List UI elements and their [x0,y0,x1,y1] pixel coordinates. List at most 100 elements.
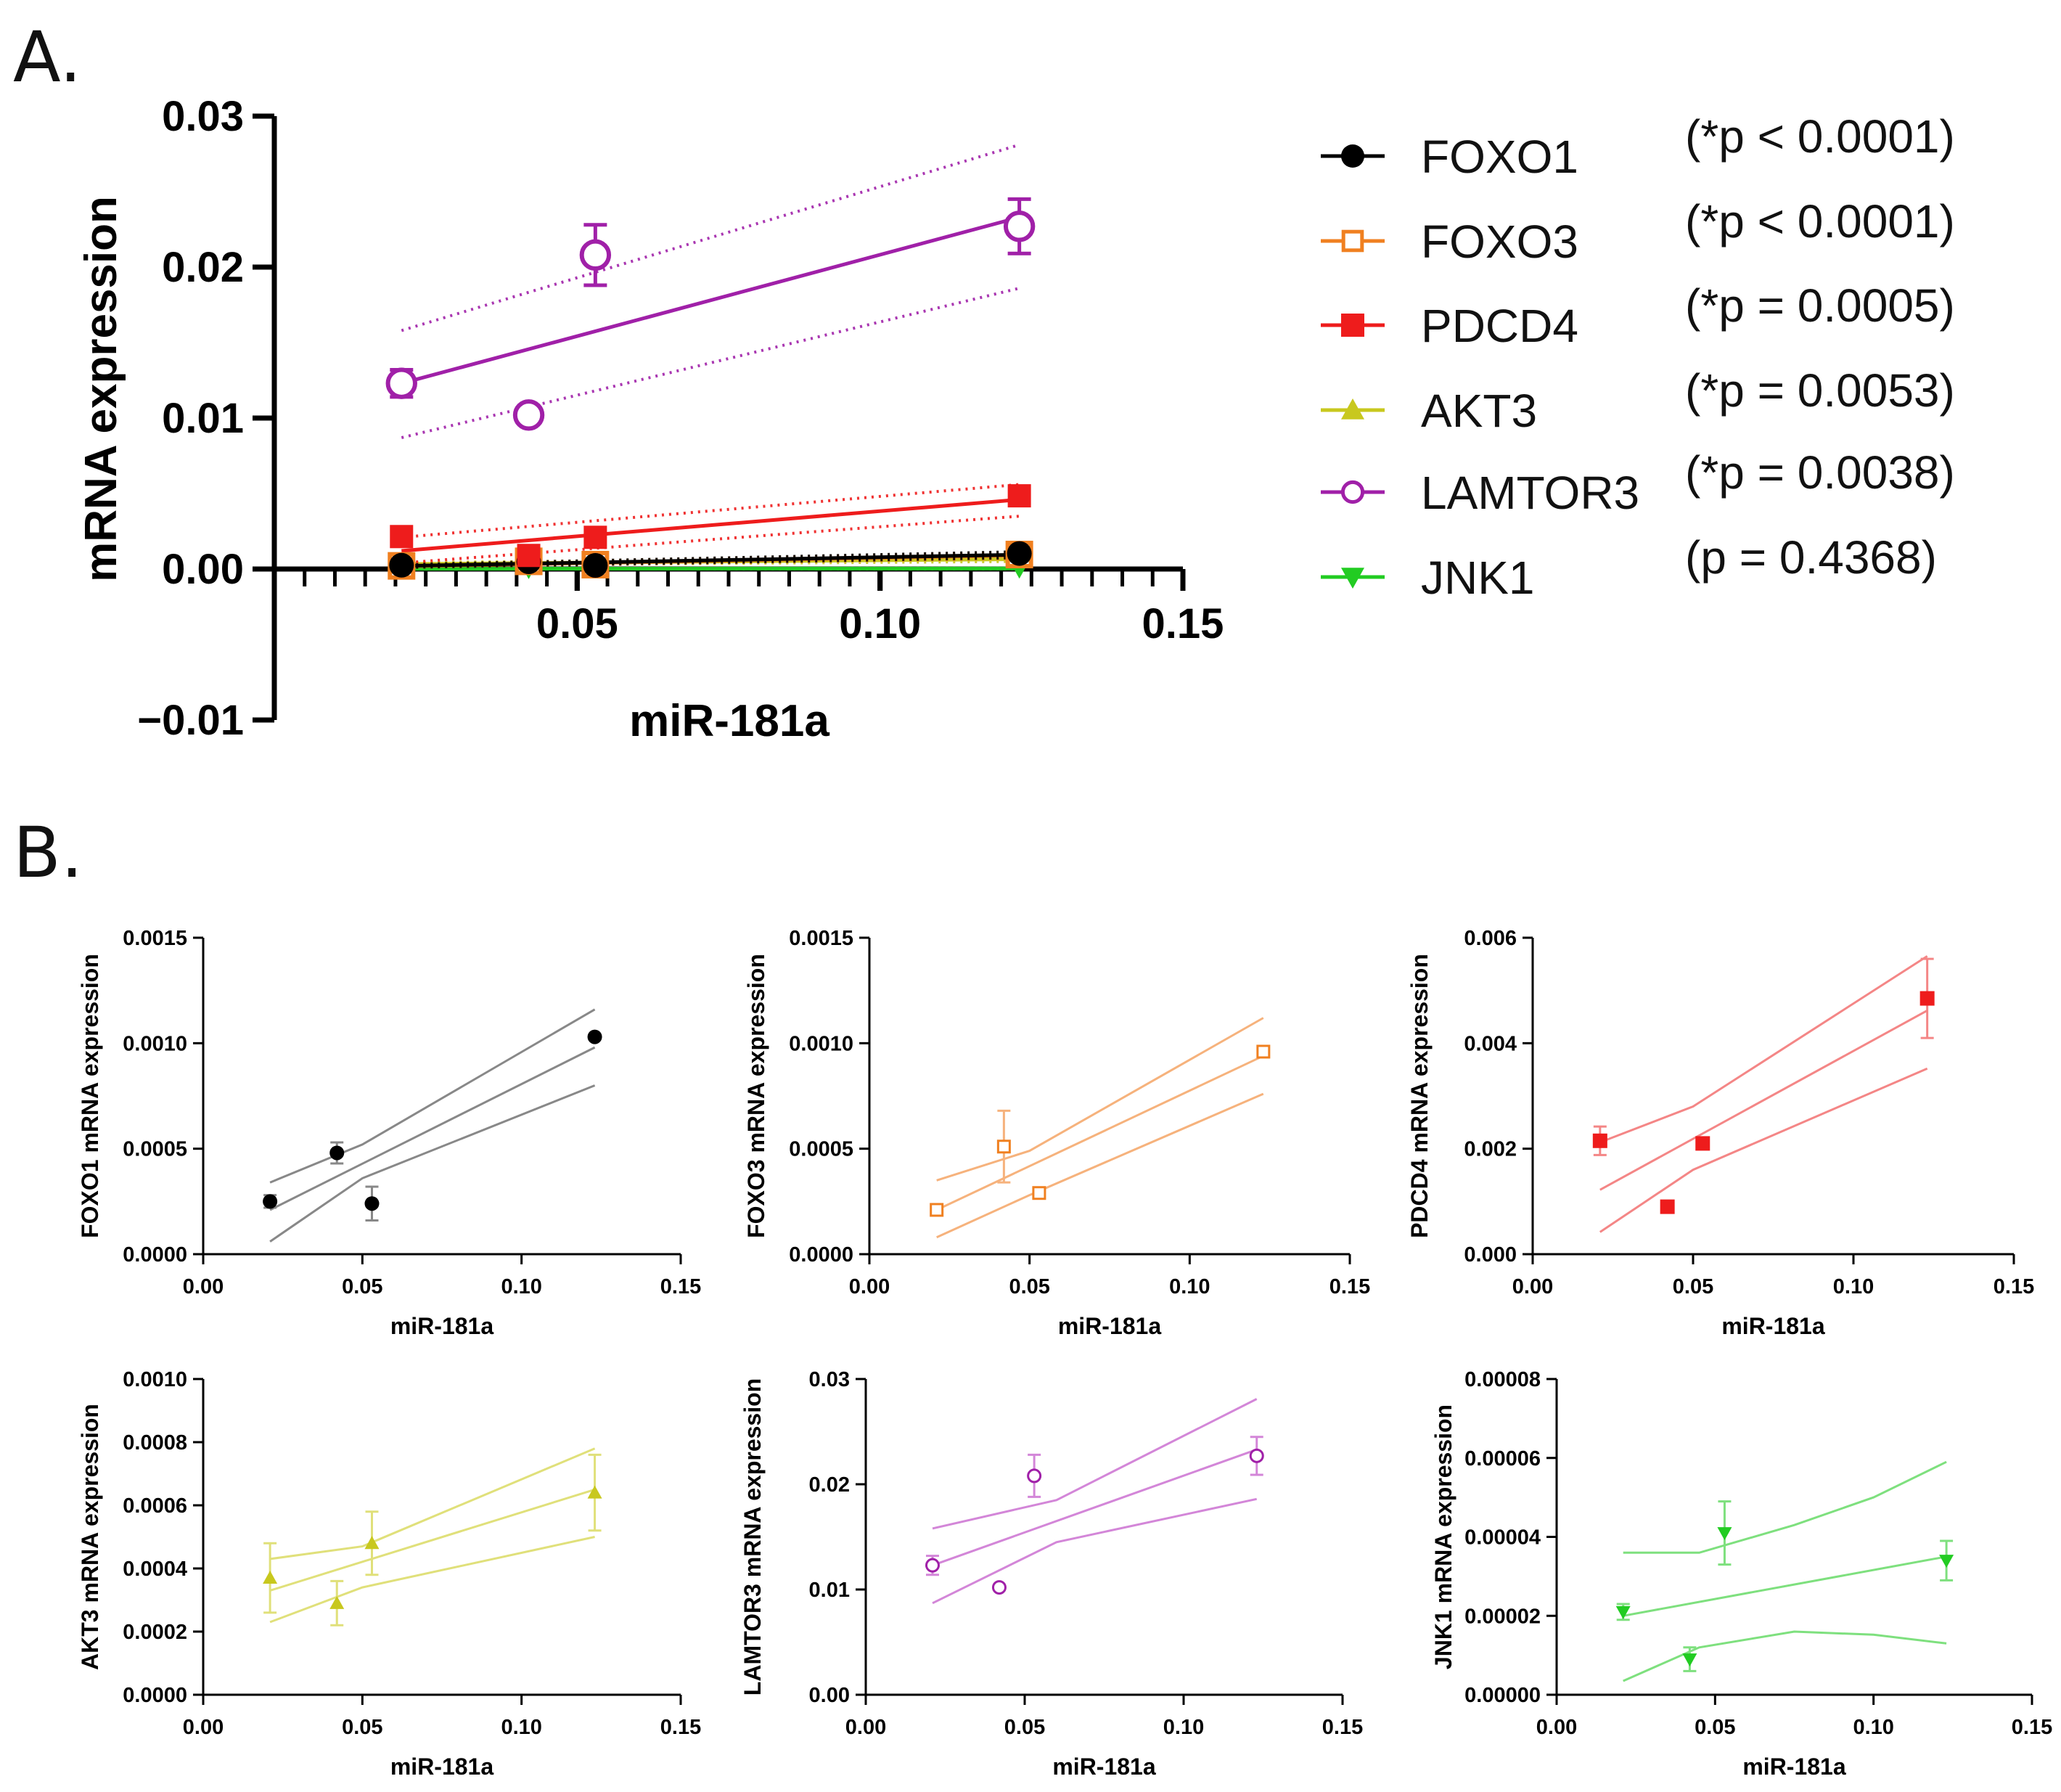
legend-stat: (*p < 0.0001) [1685,195,1955,247]
data-point [1592,1133,1607,1148]
legend-label: FOXO3 [1421,216,1578,268]
y-tick-label: 0.0015 [789,927,853,950]
y-tick-label: 0.01 [162,395,244,442]
data-point [263,1194,278,1209]
confidence-band-upper [936,1017,1264,1182]
y-tick-label: 0.02 [162,244,244,291]
data-point-lamtor3 [1003,210,1036,242]
chart-b5: 0.00 0.01 0.02 0.03 0.00 0.05 0.10 0.15 miR-181a… [739,1368,1363,1780]
chart-b1: 0.0000 0.0005 0.0010 0.0015 0.00 0.05 0.10 0.15… [77,927,701,1339]
x-tick-label: 0.00 [1536,1716,1577,1739]
x-tick-label: 0.05 [536,600,618,647]
legend-label: PDCD4 [1421,300,1578,352]
regression-line [269,1488,596,1592]
y-tick-label: 0.0015 [123,927,187,950]
data-point [1695,1136,1710,1151]
legend-marker [1340,480,1365,504]
x-tick-label: 0.15 [1322,1716,1363,1739]
y-tick-label: 0.00 [809,1684,850,1707]
data-point-lamtor3 [579,239,612,271]
y-axis-title: AKT3 mRNA expression [77,1404,103,1670]
legend-marker [1341,398,1364,420]
y-tick-label: 0.0010 [123,1032,187,1055]
x-tick-label: 0.15 [660,1275,701,1298]
chart-root: −0.01 0.00 0.01 0.02 0.03 0.05 0.10 0.15 miR-181… [76,93,2052,1780]
regression-line [1599,1009,1928,1191]
x-tick-label: 0.00 [1512,1275,1553,1298]
data-point-pdcd4 [1007,484,1031,508]
data-point-pdcd4 [583,525,607,549]
x-tick-label: 0.10 [501,1275,541,1298]
x-tick-label: 0.05 [1004,1716,1045,1739]
y-tick-label: 0.0010 [123,1368,187,1391]
confidence-band-lower [401,515,1020,565]
confidence-band-upper [401,143,1020,332]
chart-b2: 0.0000 0.0005 0.0010 0.0015 0.00 0.05 0.10 0.15… [743,927,1370,1339]
regression-line [269,1046,596,1211]
legend-label: AKT3 [1421,385,1537,437]
confidence-band-lower [932,1497,1258,1605]
y-axis-title: LAMTOR3 mRNA expression [739,1378,766,1695]
data-point-pdcd4 [390,525,414,549]
data-point [1682,1653,1697,1667]
regression-line [401,215,1020,385]
legend-item-foxo1: FOXO1 (*p < 0.0001) [1321,110,1955,183]
x-tick-label: 0.15 [1994,1275,2034,1298]
y-tick-label: −0.01 [137,697,244,744]
x-tick-label: 0.05 [1673,1275,1713,1298]
data-point [364,1536,380,1550]
legend-label: FOXO1 [1421,131,1578,183]
data-point-lamtor3 [385,367,417,399]
y-tick-label: 0.02 [809,1473,850,1497]
x-tick-label: 0.15 [1329,1275,1370,1298]
data-point-lamtor3 [512,399,545,431]
confidence-band-upper [932,1398,1258,1530]
y-tick-label: 0.00006 [1464,1447,1541,1470]
y-tick-label: 0.0000 [123,1684,187,1707]
x-axis-title: miR-181a [1058,1313,1162,1339]
legend-marker [1341,314,1364,337]
y-tick-label: 0.0002 [123,1621,187,1644]
data-point [930,1203,944,1217]
y-tick-label: 0.006 [1464,927,1517,950]
y-tick-label: 0.000 [1464,1243,1517,1267]
data-point [996,1140,1011,1154]
y-tick-label: 0.0000 [123,1243,187,1267]
legend-item-pdcd4: PDCD4 (*p = 0.0005) [1321,279,1955,352]
y-axis-title: PDCD4 mRNA expression [1406,954,1433,1238]
chart-b4: 0.0000 0.0002 0.0004 0.0006 0.0008 0.0010 0.00… [77,1368,701,1780]
data-point-foxo1 [389,552,414,578]
x-tick-label: 0.00 [849,1275,890,1298]
y-tick-label: 0.00000 [1464,1684,1541,1707]
data-point-pdcd4 [517,544,541,568]
x-tick-label: 0.15 [1142,600,1224,647]
data-point [1032,1186,1046,1200]
y-tick-label: 0.0008 [123,1431,187,1455]
x-tick-label: 0.05 [342,1275,382,1298]
legend-stat: (*p = 0.0005) [1685,279,1955,332]
y-tick-label: 0.00002 [1464,1605,1541,1628]
data-point [1615,1605,1631,1619]
chart-a: −0.01 0.00 0.01 0.02 0.03 0.05 0.10 0.15 miR-181… [76,93,1224,746]
y-tick-label: 0.01 [809,1579,850,1602]
confidence-band-upper [1599,955,1928,1144]
confidence-band-upper [401,483,1020,539]
legend-stat: (*p = 0.0038) [1685,446,1955,499]
y-tick-label: 0.0004 [123,1558,187,1581]
legend-label: LAMTOR3 [1421,467,1639,519]
data-point [1919,991,1935,1006]
regression-line [932,1448,1258,1567]
y-tick-label: 0.0005 [789,1138,853,1161]
y-tick-label: 0.0000 [789,1243,853,1267]
regression-line [401,552,1020,568]
confidence-band-upper [269,1447,596,1560]
confidence-band-upper [1623,1460,1947,1554]
data-point [925,1558,940,1573]
data-point-foxo1 [1007,541,1032,566]
confidence-band-upper [269,1008,596,1184]
y-tick-label: 0.0006 [123,1494,187,1518]
y-axis-title: FOXO1 mRNA expression [77,954,103,1238]
x-axis-title: miR-181a [1721,1313,1825,1339]
y-tick-label: 0.0010 [789,1032,853,1055]
data-point [1256,1044,1271,1059]
